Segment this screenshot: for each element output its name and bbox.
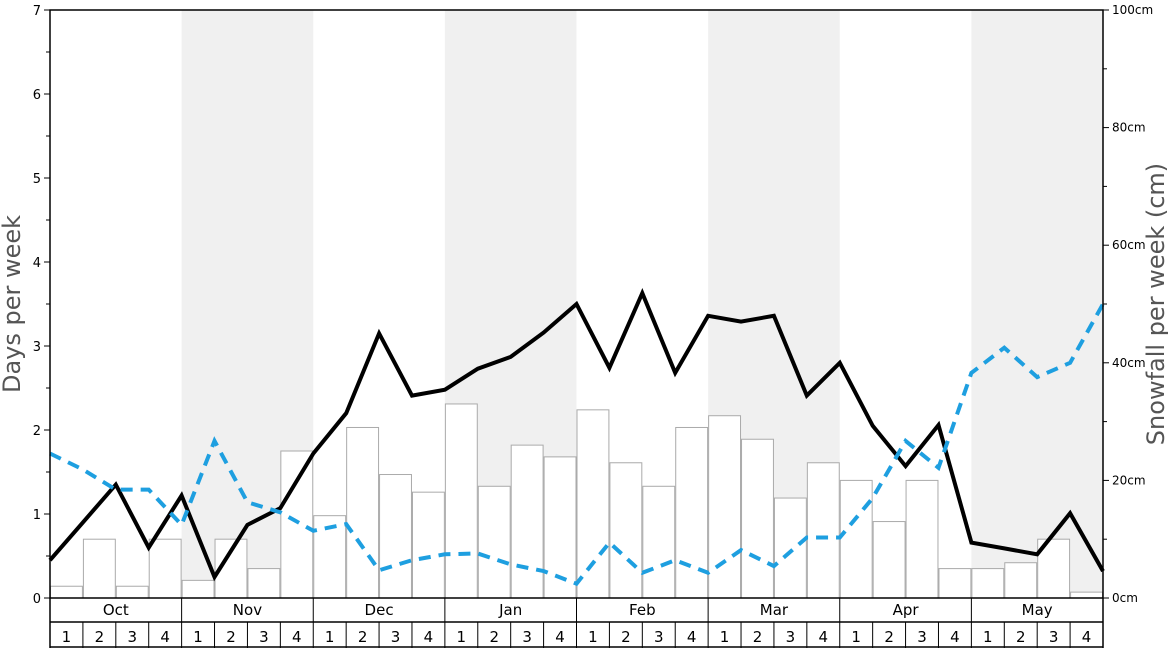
- left-axis: 0 1 2 3 4 5 6 7: [33, 4, 50, 607]
- snowfall-bar: [806, 462, 840, 599]
- month-label: Apr: [893, 601, 920, 619]
- right-tick-label: 0cm: [1112, 591, 1138, 605]
- snowfall-bar: [181, 579, 215, 599]
- week-label: 4: [950, 628, 960, 646]
- week-label: 4: [819, 628, 829, 646]
- snowfall-bar: [411, 491, 445, 599]
- week-label: 1: [720, 628, 730, 646]
- snowfall-bar: [872, 521, 906, 599]
- week-label: 1: [193, 628, 203, 646]
- month-label: Dec: [365, 601, 394, 619]
- right-tick-label: 100cm: [1112, 3, 1153, 17]
- month-shading: [181, 10, 1103, 598]
- snowfall-bar: [1070, 591, 1103, 599]
- left-tick-label: 7: [33, 4, 41, 19]
- week-label: 1: [588, 628, 598, 646]
- left-tick-label: 0: [33, 592, 41, 607]
- right-tick-label: 20cm: [1112, 473, 1146, 487]
- left-tick-label: 2: [33, 424, 41, 439]
- snowfall-bar: [346, 426, 380, 599]
- snowfall-bar: [247, 568, 281, 599]
- week-label: 4: [555, 628, 565, 646]
- left-tick-label: 3: [33, 340, 41, 355]
- snowfall-bar: [839, 479, 873, 599]
- snowfall-bar: [1004, 562, 1038, 599]
- snowfall-bar: [642, 485, 676, 599]
- left-tick-label: 5: [33, 172, 41, 187]
- week-label: 3: [127, 628, 137, 646]
- week-label: 1: [62, 628, 72, 646]
- snowfall-bar: [905, 479, 939, 599]
- snowfall-bar: [576, 409, 610, 599]
- month-label: Mar: [760, 601, 789, 619]
- month-label: May: [1022, 601, 1053, 619]
- month-label: Jan: [498, 601, 522, 619]
- month-week-axis: Oct Nov Dec Jan Feb Mar Apr May 1 2 3 4 1 2 3 4 1 2 3 4 1 2 3 4…: [49, 598, 1104, 648]
- week-label: 4: [292, 628, 302, 646]
- week-label: 4: [687, 628, 697, 646]
- week-label: 4: [160, 628, 170, 646]
- week-label: 2: [1016, 628, 1026, 646]
- month-label: Feb: [629, 601, 656, 619]
- snowfall-bar: [741, 438, 774, 599]
- left-tick-label: 6: [33, 88, 41, 103]
- data-lines: [48, 288, 1105, 587]
- right-tick-label: 40cm: [1112, 356, 1146, 370]
- snowfall-bar: [115, 585, 149, 599]
- week-label: 4: [1082, 628, 1092, 646]
- right-tick-label: 80cm: [1112, 121, 1146, 135]
- snowfall-bar: [609, 462, 643, 599]
- week-label: 2: [489, 628, 499, 646]
- snowfall-bar: [938, 568, 972, 599]
- week-label: 1: [457, 628, 467, 646]
- week-label: 3: [786, 628, 796, 646]
- snowfall-bars: [50, 403, 1103, 599]
- week-label: 2: [95, 628, 105, 646]
- right-tick-label: 60cm: [1112, 238, 1146, 252]
- week-label: 2: [358, 628, 368, 646]
- shade-may: [971, 10, 1103, 598]
- right-axis-title: Snowfall per week (cm): [1142, 163, 1168, 445]
- dashed-series-line: [49, 303, 1105, 587]
- week-label: 1: [851, 628, 861, 646]
- snowfall-bar: [280, 450, 314, 599]
- week-label: 2: [753, 628, 763, 646]
- week-label: 1: [325, 628, 335, 646]
- snowfall-bar: [708, 415, 742, 599]
- snowfall-bar: [148, 538, 182, 599]
- left-tick-label: 1: [33, 508, 41, 523]
- week-label: 2: [226, 628, 236, 646]
- week-label: 4: [424, 628, 434, 646]
- snowfall-bar: [379, 474, 412, 599]
- week-label: 2: [884, 628, 894, 646]
- week-label: 3: [917, 628, 927, 646]
- left-axis-title: Days per week: [0, 215, 26, 393]
- right-axis: 0cm 20cm 40cm 60cm 80cm 100cm: [1103, 3, 1153, 605]
- solid-series-line: [48, 288, 1105, 582]
- week-label: 3: [1049, 628, 1059, 646]
- month-label: Nov: [233, 601, 262, 619]
- week-label: 3: [522, 628, 532, 646]
- snowfall-bar: [971, 568, 1005, 599]
- snowfall-bar: [50, 585, 83, 599]
- month-label: Oct: [103, 601, 129, 619]
- snowfall-bar: [510, 444, 544, 599]
- snowfall-bar: [477, 485, 511, 599]
- snowfall-bar: [444, 403, 478, 599]
- week-label: 3: [259, 628, 269, 646]
- week-label: 2: [621, 628, 631, 646]
- snowfall-bar: [82, 538, 116, 599]
- week-label: 3: [654, 628, 664, 646]
- week-label: 1: [983, 628, 993, 646]
- week-label: 3: [391, 628, 401, 646]
- snowfall-bar: [773, 497, 807, 599]
- left-tick-label: 4: [33, 256, 41, 271]
